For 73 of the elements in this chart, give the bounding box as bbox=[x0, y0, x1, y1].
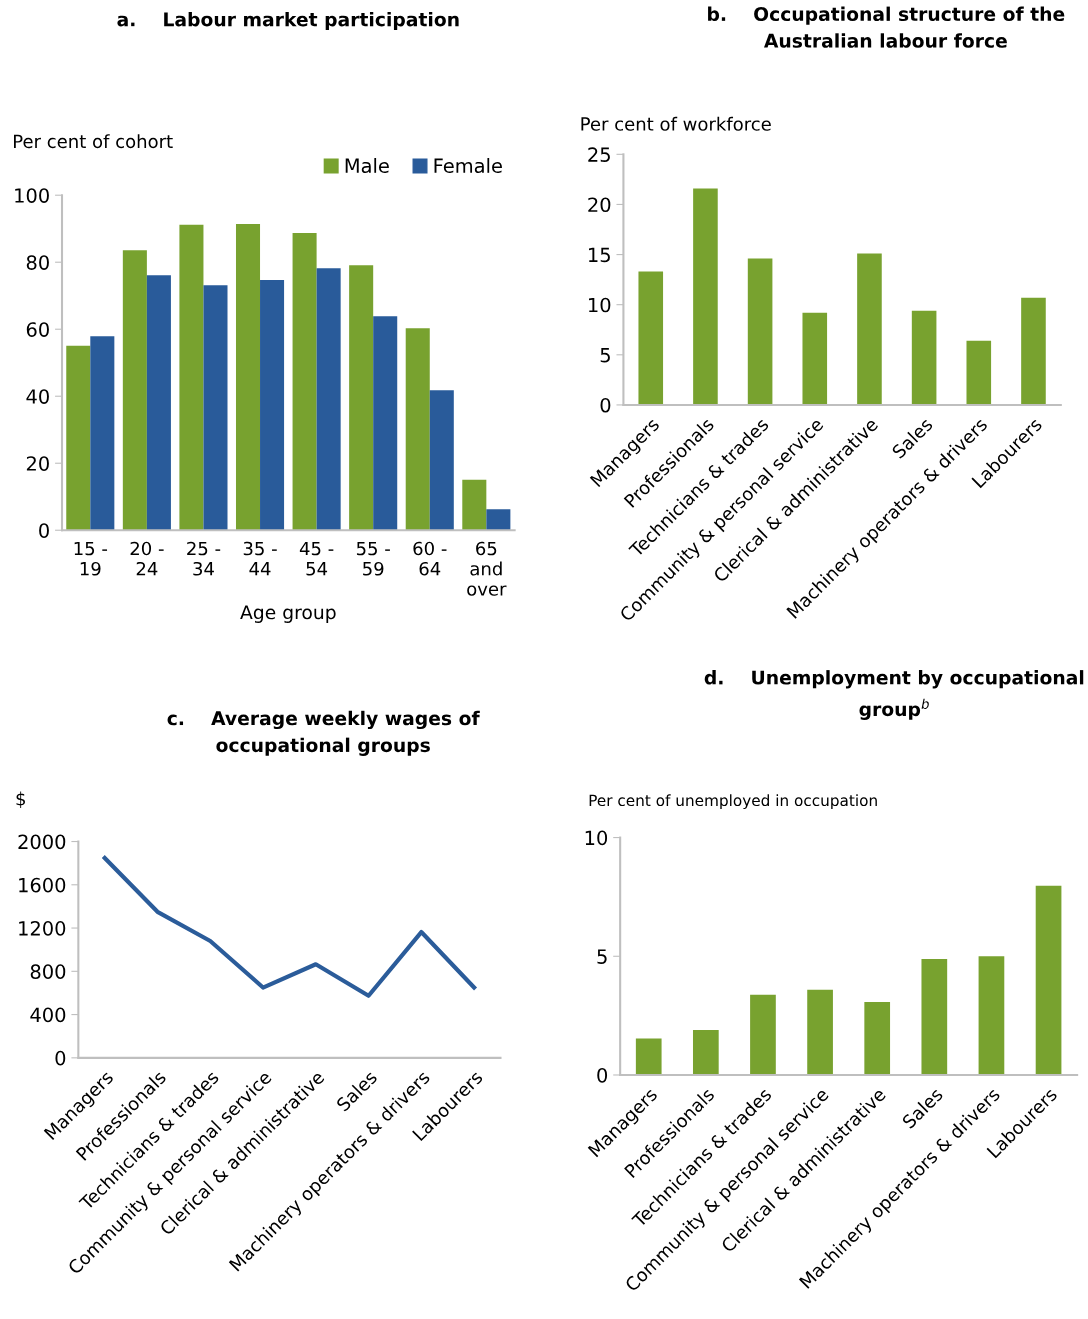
x-tick-label: 15 - 19 bbox=[74, 541, 108, 576]
bar bbox=[921, 958, 948, 1075]
y-axis-title: $ bbox=[16, 791, 25, 808]
bar bbox=[978, 956, 1005, 1075]
y-tick-label: 40 bbox=[26, 389, 49, 404]
bar bbox=[66, 345, 91, 531]
y-tick-label: 5 bbox=[597, 949, 607, 964]
x-tick-label: 20 - 24 bbox=[130, 541, 164, 576]
y-tick-label: 0 bbox=[39, 523, 49, 538]
y-axis-title: Per cent of workforce bbox=[581, 116, 771, 131]
y-tick-label: 400 bbox=[30, 1007, 66, 1023]
bar bbox=[692, 1029, 719, 1075]
bar bbox=[122, 250, 147, 531]
bar bbox=[405, 328, 430, 531]
bar bbox=[966, 340, 992, 405]
bar bbox=[146, 275, 171, 531]
bar bbox=[373, 316, 398, 531]
bar bbox=[747, 258, 773, 405]
bar bbox=[802, 312, 828, 405]
y-tick-label: 0 bbox=[597, 1067, 608, 1083]
y-tick-label: 1600 bbox=[19, 877, 66, 893]
y-tick-label: 10 bbox=[585, 830, 608, 846]
bar bbox=[911, 310, 937, 405]
x-tick-label: 65 and over bbox=[467, 541, 507, 596]
bar bbox=[486, 509, 511, 531]
bar bbox=[1021, 297, 1046, 405]
y-tick-label: 15 bbox=[589, 247, 610, 263]
bar bbox=[864, 1002, 891, 1075]
x-axis-title: Age group bbox=[240, 605, 336, 623]
y-tick-label: 80 bbox=[26, 255, 49, 270]
y-tick-label: 800 bbox=[30, 964, 66, 979]
y-tick-label: 0 bbox=[600, 397, 611, 413]
bar bbox=[1035, 885, 1062, 1075]
chart-title: d. Unemployment by occupational group$^{b}$ bbox=[704, 670, 1084, 720]
y-tick-label: 25 bbox=[588, 147, 610, 162]
y-tick-label: 0 bbox=[55, 1050, 66, 1066]
legend-label: Female bbox=[434, 158, 502, 174]
y-tick-label: 20 bbox=[588, 197, 611, 213]
y-axis-title: Per cent of cohort bbox=[14, 134, 173, 149]
bar bbox=[462, 479, 487, 531]
y-tick-label: 20 bbox=[26, 456, 49, 471]
bar bbox=[316, 268, 341, 531]
line-series bbox=[102, 855, 477, 998]
bar bbox=[857, 253, 882, 405]
bar bbox=[750, 994, 776, 1075]
x-tick-label: 55 - 59 bbox=[356, 541, 390, 576]
bar bbox=[90, 336, 115, 531]
y-tick-label: 5 bbox=[600, 348, 610, 363]
y-tick-label: 10 bbox=[589, 297, 611, 313]
chart-title: a. Labour market participation bbox=[117, 11, 459, 31]
bar bbox=[429, 390, 454, 531]
y-tick-label: 2000 bbox=[18, 834, 66, 850]
bar bbox=[203, 285, 228, 531]
bar bbox=[635, 1038, 662, 1075]
bar bbox=[693, 188, 718, 405]
chart-title: c. Average weekly wages of occupational groups bbox=[167, 710, 480, 756]
bar bbox=[807, 989, 833, 1075]
bar bbox=[260, 279, 285, 531]
y-tick-label: 1200 bbox=[19, 921, 66, 936]
x-tick-label: 25 - 34 bbox=[187, 541, 221, 576]
legend-label: Male bbox=[345, 158, 389, 174]
bar bbox=[235, 224, 261, 531]
x-tick-label: 35 - 44 bbox=[243, 541, 277, 576]
chart-title: b. Occupational structure of the Australian labour force bbox=[708, 6, 1065, 48]
y-tick-label: 100 bbox=[15, 188, 49, 203]
y-tick-label: 60 bbox=[26, 322, 49, 337]
x-tick-label: 60 - 64 bbox=[413, 541, 447, 576]
bar bbox=[638, 271, 664, 405]
x-tick-label: 45 - 54 bbox=[299, 541, 334, 576]
bar bbox=[179, 224, 204, 531]
bar bbox=[349, 265, 374, 531]
bar bbox=[292, 233, 317, 531]
y-axis-title: Per cent of unemployed in occupation bbox=[589, 794, 877, 810]
